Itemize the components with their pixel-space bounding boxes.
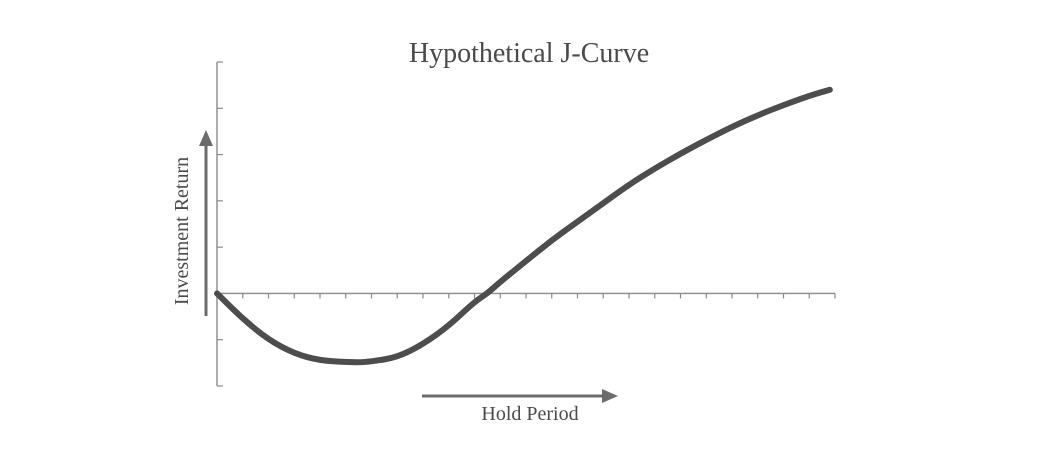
x-axis [216,292,836,299]
y-axis-label: Investment Return [171,157,193,305]
x-axis-label: Hold Period [481,403,578,425]
y-axis [216,61,223,387]
x-axis-arrowhead [602,389,618,403]
y-axis-arrowhead [199,130,213,146]
series-line-1 [214,86,833,366]
chart-title: Hypothetical J-Curve [409,38,649,69]
x-axis-label-group: Hold Period [422,389,618,425]
series-layer [214,86,833,366]
y-axis-label-group: Investment Return [171,130,213,316]
